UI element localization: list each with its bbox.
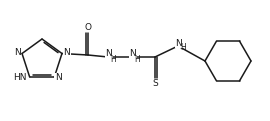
Text: H: H: [110, 54, 116, 64]
Text: H: H: [180, 44, 186, 53]
Text: N: N: [64, 48, 70, 57]
Text: N: N: [14, 48, 21, 57]
Text: N: N: [130, 49, 136, 58]
Text: O: O: [85, 23, 92, 31]
Text: HN: HN: [13, 73, 27, 83]
Text: N: N: [106, 49, 112, 58]
Text: N: N: [176, 38, 182, 48]
Text: H: H: [134, 54, 140, 64]
Text: N: N: [55, 73, 62, 83]
Text: S: S: [152, 79, 158, 88]
